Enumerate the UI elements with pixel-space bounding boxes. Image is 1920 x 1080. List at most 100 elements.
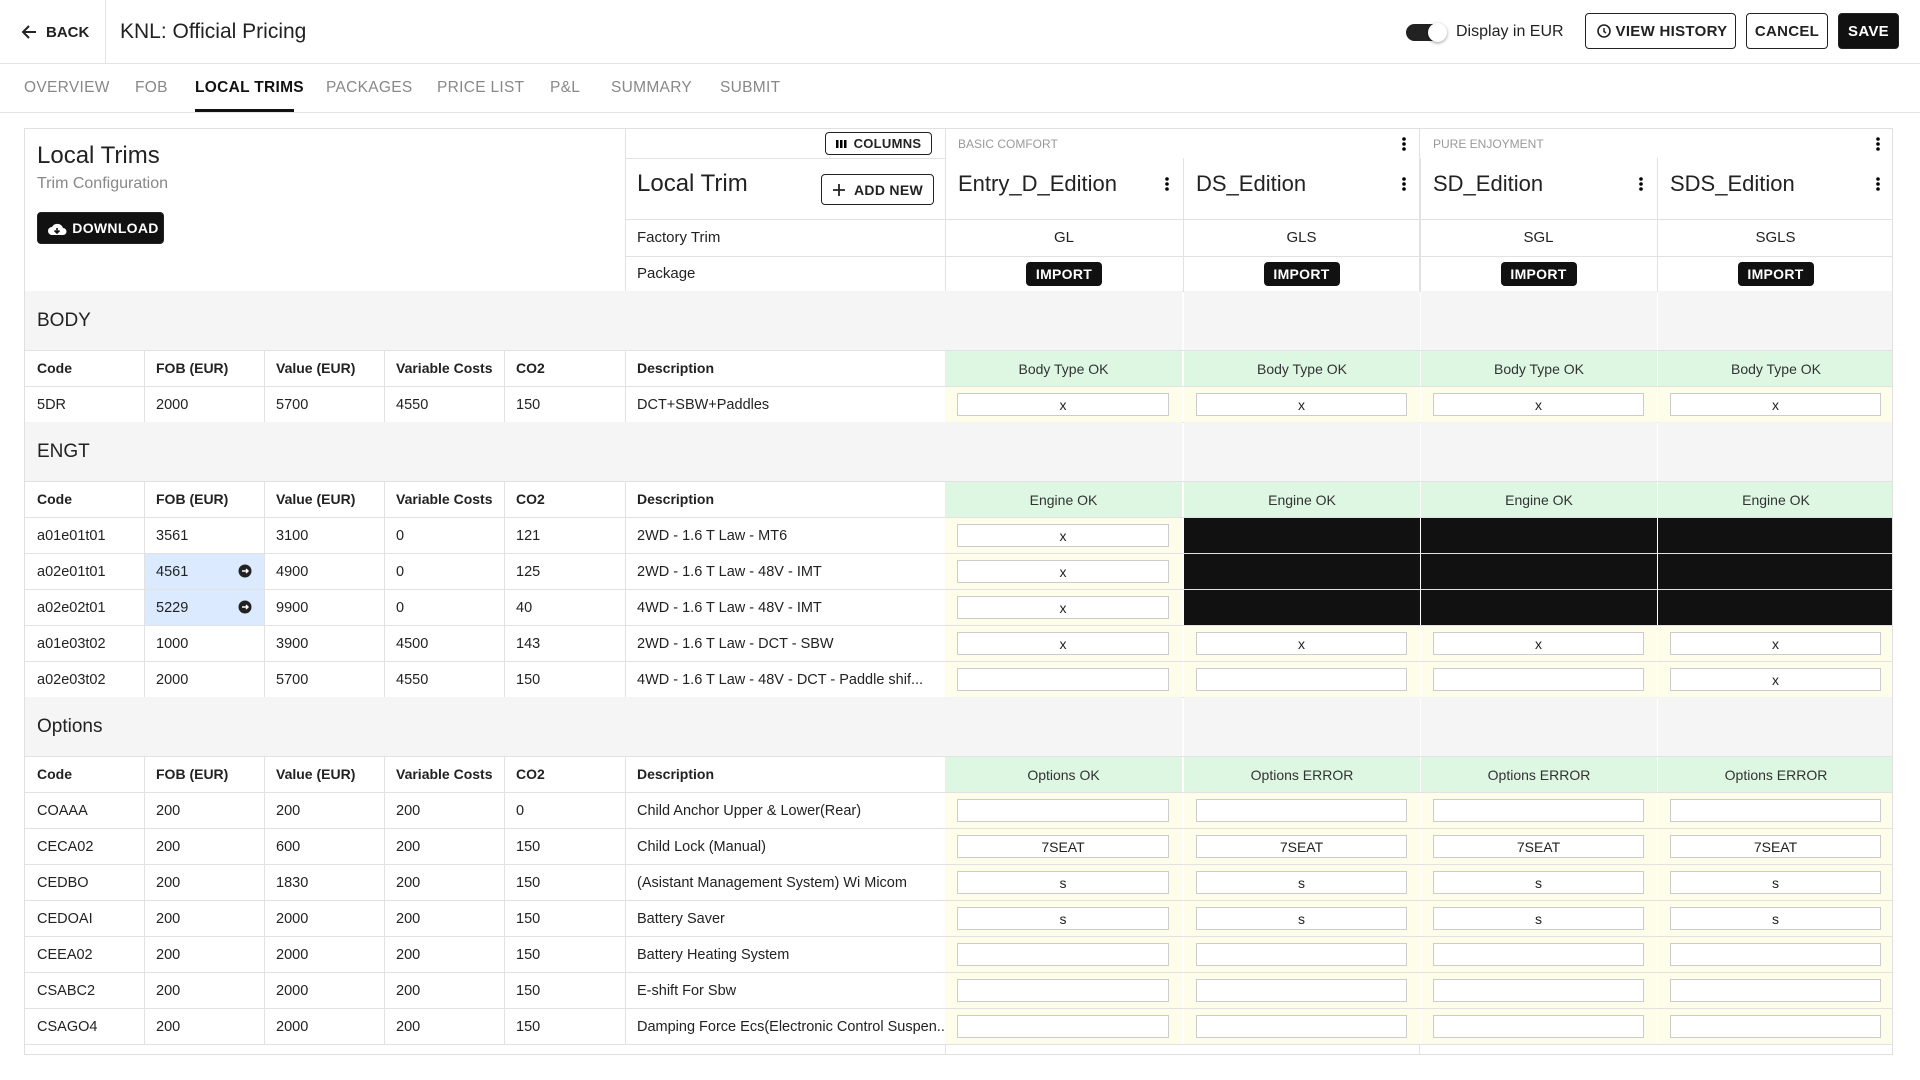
trim-input[interactable] bbox=[1433, 1015, 1644, 1038]
header-button[interactable]: VIEW HISTORY bbox=[1585, 13, 1736, 49]
border bbox=[384, 1008, 385, 1044]
trim-input[interactable]: x bbox=[1433, 632, 1644, 655]
trim-input[interactable] bbox=[1670, 799, 1881, 822]
panel-title: Local Trims bbox=[37, 142, 160, 169]
factory-trim: GLS bbox=[1286, 229, 1317, 246]
trim-input[interactable] bbox=[1670, 943, 1881, 966]
trim-input[interactable]: x bbox=[1196, 393, 1407, 416]
trim-input[interactable]: s bbox=[1670, 907, 1881, 930]
trim-input[interactable]: s bbox=[957, 907, 1169, 930]
menu-icon[interactable] bbox=[1874, 175, 1882, 193]
border bbox=[144, 936, 145, 972]
border bbox=[504, 792, 505, 828]
menu-icon[interactable] bbox=[1874, 135, 1882, 153]
trim-input[interactable] bbox=[957, 799, 1169, 822]
border bbox=[264, 553, 265, 589]
trim-input[interactable]: x bbox=[957, 560, 1169, 583]
tab[interactable]: SUMMARY bbox=[611, 79, 693, 96]
trim-input[interactable]: x bbox=[1433, 393, 1644, 416]
trim-input[interactable]: x bbox=[957, 632, 1169, 655]
trim-input[interactable]: x bbox=[1196, 632, 1407, 655]
row-label: Factory Trim bbox=[637, 229, 721, 246]
table-cell: 150 bbox=[516, 874, 541, 891]
trim-input[interactable]: x bbox=[957, 393, 1169, 416]
import-button[interactable]: IMPORT bbox=[1500, 262, 1577, 286]
trim-input[interactable]: 7SEAT bbox=[1670, 835, 1881, 858]
download-button[interactable]: DOWNLOAD bbox=[37, 212, 164, 244]
table-cell: 200 bbox=[156, 946, 181, 963]
header-button[interactable]: CANCEL bbox=[1746, 13, 1828, 49]
trim-input[interactable] bbox=[1433, 943, 1644, 966]
import-button[interactable]: IMPORT bbox=[1737, 262, 1814, 286]
trim-input[interactable] bbox=[1433, 979, 1644, 1002]
trim-input[interactable]: s bbox=[1670, 871, 1881, 894]
trim-input[interactable] bbox=[1196, 799, 1407, 822]
back-icon[interactable] bbox=[20, 22, 38, 42]
tab[interactable]: FOB bbox=[135, 79, 168, 96]
trim-input[interactable]: x bbox=[957, 524, 1169, 547]
import-button[interactable]: IMPORT bbox=[1026, 262, 1102, 286]
table-cell: CSAGO4 bbox=[37, 1018, 98, 1035]
border bbox=[504, 350, 505, 386]
border bbox=[25, 972, 1892, 973]
trim-input[interactable]: 7SEAT bbox=[1433, 835, 1644, 858]
border bbox=[625, 661, 626, 697]
menu-icon[interactable] bbox=[1400, 175, 1408, 193]
trim-input[interactable]: x bbox=[1670, 393, 1881, 416]
menu-icon[interactable] bbox=[1163, 175, 1171, 193]
column-header: FOB (EUR) bbox=[156, 360, 229, 376]
header-button[interactable]: SAVE bbox=[1838, 13, 1899, 49]
trim-input[interactable]: x bbox=[1670, 668, 1881, 691]
trim-input[interactable] bbox=[1196, 979, 1407, 1002]
tab[interactable]: LOCAL TRIMS bbox=[195, 79, 304, 96]
tab[interactable]: SUBMIT bbox=[720, 79, 781, 96]
border bbox=[25, 350, 1892, 351]
border bbox=[625, 756, 626, 792]
table-cell: 200 bbox=[276, 802, 301, 819]
table-cell: 4500 bbox=[396, 635, 429, 652]
table-cell: DCT+SBW+Paddles bbox=[637, 396, 770, 413]
trim-input[interactable] bbox=[1433, 799, 1644, 822]
trim-input[interactable]: s bbox=[1196, 871, 1407, 894]
table-cell: 121 bbox=[516, 527, 541, 544]
trim-input[interactable]: 7SEAT bbox=[1196, 835, 1407, 858]
trim-input[interactable] bbox=[1196, 1015, 1407, 1038]
trim-input[interactable]: s bbox=[1433, 871, 1644, 894]
table-cell: a02e03t02 bbox=[37, 671, 106, 688]
trim-input[interactable] bbox=[1196, 668, 1407, 691]
trim-input[interactable] bbox=[957, 943, 1169, 966]
import-button[interactable]: IMPORT bbox=[1263, 262, 1340, 286]
trim-input[interactable] bbox=[1433, 668, 1644, 691]
tab[interactable]: P&L bbox=[550, 79, 581, 96]
trim-input[interactable] bbox=[1670, 979, 1881, 1002]
column-header: Variable Costs bbox=[396, 491, 493, 507]
trim-input[interactable]: s bbox=[957, 871, 1169, 894]
back-button[interactable]: BACK bbox=[46, 23, 90, 41]
border bbox=[144, 972, 145, 1008]
trim-input[interactable]: 7SEAT bbox=[957, 835, 1169, 858]
menu-icon[interactable] bbox=[1637, 175, 1645, 193]
table-cell: CEEA02 bbox=[37, 946, 93, 963]
status-cell: Options ERROR bbox=[1421, 757, 1657, 792]
trim-input[interactable] bbox=[957, 1015, 1169, 1038]
section-title: BODY bbox=[37, 309, 91, 331]
trim-input[interactable] bbox=[1196, 943, 1407, 966]
columns-button[interactable]: COLUMNS bbox=[825, 132, 932, 155]
table-cell: 4900 bbox=[276, 563, 309, 580]
add-new-button[interactable]: ADD NEW bbox=[821, 174, 934, 205]
border bbox=[384, 625, 385, 661]
tab[interactable]: PRICE LIST bbox=[437, 79, 525, 96]
trim-input[interactable]: s bbox=[1196, 907, 1407, 930]
trim-input[interactable]: x bbox=[1670, 632, 1881, 655]
toggle[interactable] bbox=[1406, 23, 1447, 42]
menu-icon[interactable] bbox=[1400, 135, 1408, 153]
trim-input[interactable]: s bbox=[1433, 907, 1644, 930]
tab[interactable]: OVERVIEW bbox=[24, 79, 110, 96]
trim-input[interactable] bbox=[1670, 1015, 1881, 1038]
trim-input[interactable] bbox=[957, 979, 1169, 1002]
trim-input[interactable] bbox=[957, 668, 1169, 691]
bars bbox=[836, 140, 847, 148]
trim-input[interactable]: x bbox=[957, 596, 1169, 619]
tab[interactable]: PACKAGES bbox=[326, 79, 413, 96]
section-gap bbox=[945, 422, 1182, 481]
